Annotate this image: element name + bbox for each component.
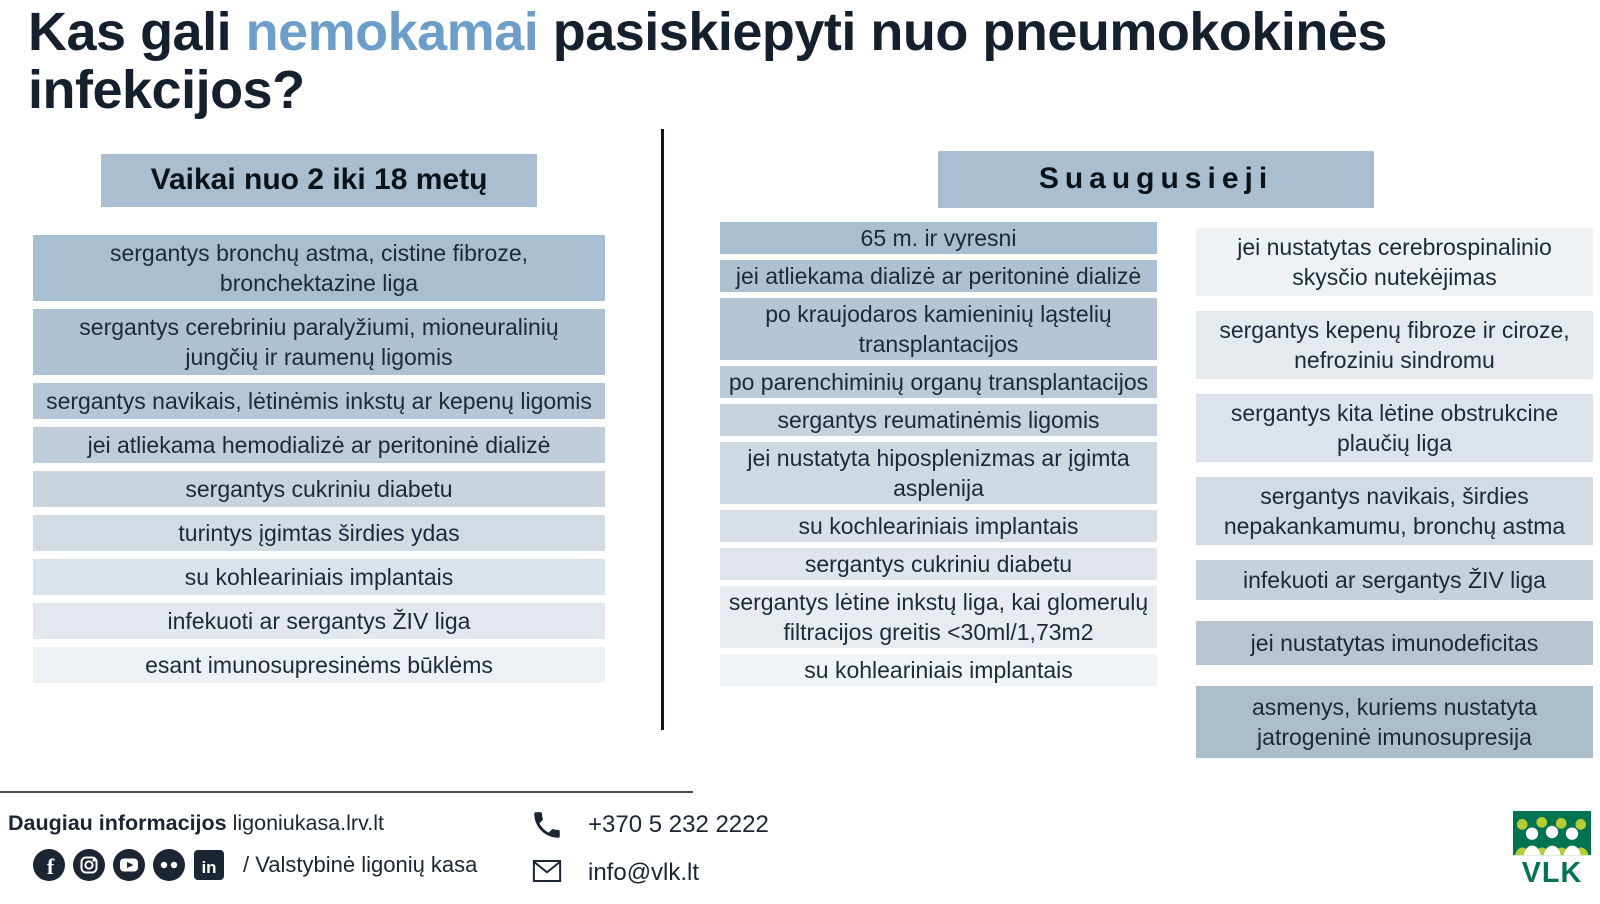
list-item: po kraujodaros kamieninių ląstelių trans… <box>720 298 1157 360</box>
list-item: sergantys reumatinėmis ligomis <box>720 404 1157 436</box>
vlk-logo-text: VLK <box>1522 857 1583 887</box>
email-row: info@vlk.lt <box>530 856 769 890</box>
list-item: su kohleariniais implantais <box>720 654 1157 686</box>
section-divider <box>661 129 664 730</box>
phone-row: +370 5 232 2222 <box>530 808 769 842</box>
list-item: infekuoti ar sergantys ŽIV liga <box>33 603 605 639</box>
page-title: Kas gali nemokamai pasiskiepyti nuo pneu… <box>28 2 1543 120</box>
adults-section-header: Suaugusieji <box>938 151 1374 208</box>
phone-number[interactable]: +370 5 232 2222 <box>588 811 769 838</box>
list-item: jei nustatyta hiposplenizmas ar įgimta a… <box>720 442 1157 504</box>
instagram-icon[interactable] <box>73 849 105 881</box>
email-icon <box>530 856 564 890</box>
youtube-icon[interactable] <box>113 849 145 881</box>
list-item: sergantys cukriniu diabetu <box>33 471 605 507</box>
svg-text:in: in <box>201 858 216 877</box>
list-item: infekuoti ar sergantys ŽIV liga <box>1196 560 1593 600</box>
children-section-header: Vaikai nuo 2 iki 18 metų <box>101 154 537 207</box>
list-item: su kochleariniais implantais <box>720 510 1157 542</box>
adults-items-list-2: jei nustatytas cerebrospinalinio skysčio… <box>1196 228 1593 773</box>
list-item: jei nustatytas cerebrospinalinio skysčio… <box>1196 228 1593 296</box>
list-item: sergantys kita lėtine obstrukcine plauči… <box>1196 394 1593 462</box>
list-item: jei nustatytas imunodeficitas <box>1196 621 1593 665</box>
more-info-line: Daugiau informacijos ligoniukasa.lrv.lt <box>8 811 384 836</box>
list-item: 65 m. ir vyresni <box>720 222 1157 254</box>
list-item: esant imunosupresinėms būklėms <box>33 647 605 683</box>
list-item: po parenchiminių organų transplantacijos <box>720 366 1157 398</box>
list-item: jei atliekama hemodializė ar peritoninė … <box>33 427 605 463</box>
title-suffix: pasiskiepyti nuo pneumokokinės infekcijo… <box>28 2 1387 120</box>
list-item: sergantys cerebriniu paralyžiumi, mioneu… <box>33 309 605 375</box>
list-item: sergantys navikais, širdies nepakankamum… <box>1196 477 1593 545</box>
more-info-label: Daugiau informacijos <box>8 811 227 835</box>
phone-icon <box>530 808 564 842</box>
list-item: sergantys kepenų fibroze ir ciroze, nefr… <box>1196 311 1593 379</box>
list-item: su kohleariniais implantais <box>33 559 605 595</box>
facebook-icon[interactable]: f <box>33 849 65 881</box>
social-icons-row: f in / Valstybinė ligonių kasa <box>33 849 477 881</box>
title-highlight: nemokamai <box>245 2 539 62</box>
more-info-website-link[interactable]: ligoniukasa.lrv.lt <box>226 811 384 835</box>
list-item: sergantys bronchų astma, cistine fibroze… <box>33 235 605 301</box>
adults-items-list-1: 65 m. ir vyresni jei atliekama dializė ar… <box>720 222 1157 692</box>
linkedin-icon[interactable]: in <box>193 849 225 881</box>
list-item: jei atliekama dializė ar peritoninė dial… <box>720 260 1157 292</box>
vlk-logo: VLK <box>1513 811 1591 889</box>
list-item: sergantys cukriniu diabetu <box>720 548 1157 580</box>
footer-divider-line <box>0 791 693 793</box>
list-item: asmenys, kuriems nustatyta jatrogeninė i… <box>1196 686 1593 758</box>
email-address[interactable]: info@vlk.lt <box>588 859 700 886</box>
list-item: sergantys lėtine inkstų liga, kai glomer… <box>720 586 1157 648</box>
flickr-icon[interactable] <box>153 849 185 881</box>
title-prefix: Kas gali <box>28 2 246 62</box>
children-items-list: sergantys bronchų astma, cistine fibroze… <box>33 235 605 691</box>
contact-block: +370 5 232 2222 info@vlk.lt <box>530 808 769 904</box>
social-account-name: / Valstybinė ligonių kasa <box>243 852 478 877</box>
list-item: turintys įgimtas širdies ydas <box>33 515 605 551</box>
list-item: sergantys navikais, lėtinėmis inkstų ar … <box>33 383 605 419</box>
svg-text:f: f <box>47 854 55 879</box>
